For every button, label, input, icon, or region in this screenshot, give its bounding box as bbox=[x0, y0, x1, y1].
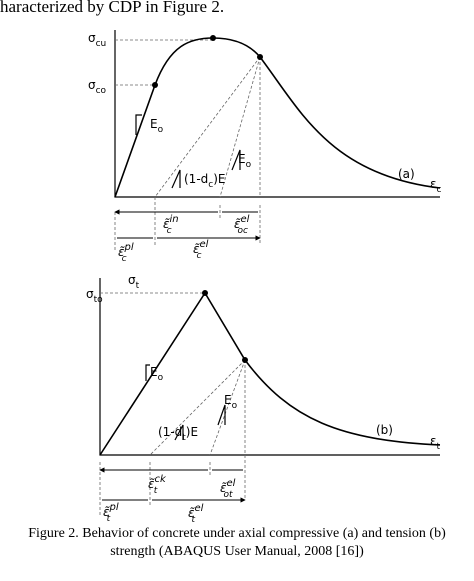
point bbox=[257, 54, 263, 60]
label-main: ε̃ bbox=[220, 481, 227, 495]
label-sup: ck bbox=[155, 474, 167, 485]
label-main: ε̃ bbox=[234, 217, 241, 231]
symbol-label: σt bbox=[128, 273, 140, 291]
label-sup: in bbox=[170, 214, 179, 225]
point bbox=[210, 35, 216, 41]
label-main: E bbox=[150, 117, 158, 131]
label-sub: t bbox=[437, 442, 441, 452]
label-main: (1-d bbox=[184, 172, 208, 186]
label-sub: t bbox=[136, 281, 140, 291]
label-sup: pl bbox=[109, 502, 119, 513]
label-sub: oc bbox=[237, 226, 248, 236]
panel-a bbox=[114, 30, 441, 250]
label-sub: t bbox=[191, 515, 195, 525]
point bbox=[152, 82, 158, 88]
unload bbox=[149, 359, 246, 456]
symbol-label: ε̃pl c bbox=[118, 242, 134, 264]
label-sup: el bbox=[241, 214, 250, 225]
dimension bbox=[117, 212, 258, 238]
symbol-label: ε̃el c bbox=[193, 239, 209, 261]
panel-label: (a) bbox=[398, 167, 415, 181]
panel-label: (b) bbox=[376, 423, 393, 437]
label-sub: c bbox=[122, 254, 127, 264]
symbol-label: ε̃el t bbox=[188, 503, 204, 525]
dimension bbox=[102, 470, 243, 500]
label-main: ε bbox=[430, 434, 437, 448]
symbol-label: Eo bbox=[150, 117, 164, 135]
curve bbox=[114, 37, 441, 198]
point bbox=[242, 357, 248, 363]
symbol-label: ε̃pl t bbox=[103, 502, 119, 524]
label-main: σ bbox=[86, 287, 94, 301]
symbol-label: (1-dc)E bbox=[184, 172, 225, 190]
symbol-label: ε̃el ot bbox=[220, 478, 236, 500]
slope bbox=[135, 114, 241, 189]
symbol-label: ε̃ck t bbox=[148, 474, 167, 496]
label-sub: o bbox=[246, 160, 252, 170]
label-main: ε̃ bbox=[163, 217, 170, 231]
label-main: E bbox=[224, 393, 232, 407]
label-main: ε̃ bbox=[103, 505, 110, 519]
label-sup: el bbox=[227, 478, 236, 489]
label-sub: c bbox=[167, 226, 172, 236]
label-main: σ bbox=[88, 31, 96, 45]
label-sub: cu bbox=[96, 39, 107, 49]
panel-b bbox=[99, 278, 441, 515]
label-main: (1-d bbox=[158, 425, 182, 439]
header-text: haracterized by CDP in Figure 2. bbox=[0, 0, 224, 16]
label-main: ε bbox=[430, 177, 437, 191]
label-sup: pl bbox=[124, 242, 134, 253]
label-main: ε̃ bbox=[148, 477, 155, 491]
label-sub: t bbox=[182, 433, 186, 443]
axes bbox=[114, 30, 440, 198]
curve bbox=[99, 291, 441, 456]
label-main: ε̃ bbox=[118, 245, 125, 259]
symbol-label: εt bbox=[430, 434, 441, 452]
symbol-label: εc bbox=[430, 177, 442, 195]
symbol-label: Eo bbox=[238, 152, 252, 170]
label-sub: o bbox=[158, 373, 164, 383]
symbol-label: Eo bbox=[150, 365, 164, 383]
label-sub: c bbox=[437, 185, 442, 195]
point bbox=[202, 290, 208, 296]
symbol-label: ε̃in c bbox=[163, 214, 179, 236]
label-sup: el bbox=[200, 239, 209, 250]
symbol-label: σco bbox=[88, 78, 107, 96]
symbol-label: σto bbox=[86, 287, 103, 305]
label-main: ε̃ bbox=[188, 506, 195, 520]
label-main: E bbox=[150, 365, 158, 379]
unload bbox=[154, 56, 261, 198]
slope bbox=[145, 364, 226, 441]
caption: Figure 2. Behavior of concrete under axi… bbox=[28, 526, 446, 541]
label-sub: o bbox=[232, 401, 238, 411]
caption: strength (ABAQUS User Manual, 2008 [16]) bbox=[110, 544, 364, 559]
symbol-label: Eo bbox=[224, 393, 238, 411]
label-main: σ bbox=[128, 273, 136, 287]
label-sub: ot bbox=[223, 490, 233, 500]
label-sub: t bbox=[107, 514, 111, 524]
symbol-label: ε̃el oc bbox=[234, 214, 250, 236]
symbol-label: σcu bbox=[88, 31, 106, 49]
label-sup: el bbox=[195, 503, 204, 514]
label-sub: t bbox=[154, 486, 158, 496]
symbol-label: (1-dt)E bbox=[158, 425, 198, 443]
label-main: σ bbox=[88, 78, 96, 92]
label-tail: )E bbox=[186, 425, 198, 439]
label-tail: )E bbox=[213, 172, 225, 186]
label-sub: to bbox=[94, 295, 104, 305]
label-sub: c bbox=[208, 180, 213, 190]
label-main: ε̃ bbox=[193, 242, 200, 256]
label-sub: c bbox=[196, 251, 201, 261]
label-main: E bbox=[238, 152, 246, 166]
label-sub: o bbox=[158, 125, 164, 135]
label-sub: co bbox=[96, 86, 107, 96]
